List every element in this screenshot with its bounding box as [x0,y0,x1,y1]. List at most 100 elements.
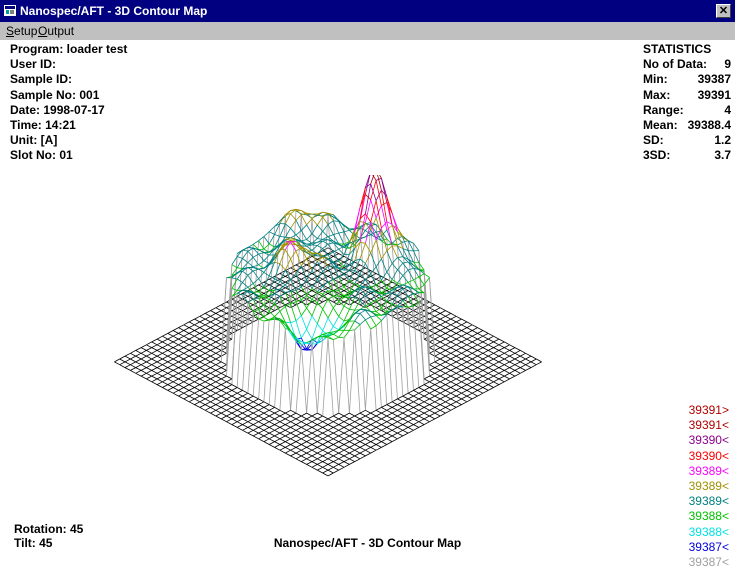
wireframe-segment [435,319,440,322]
wireframe-segment [136,368,141,371]
wireframe-segment [397,413,402,416]
wireframe-segment [216,393,221,396]
wireframe-segment [195,342,200,345]
wireframe-segment [227,376,232,379]
wireframe-segment [179,356,184,359]
wireframe-segment [499,370,504,373]
wireframe-segment [120,365,125,368]
wireframe-segment [205,319,210,322]
wireframe-segment [467,373,472,376]
wireframe-segment [237,296,242,299]
wireframe-segment [189,336,194,339]
wireframe-segment [205,350,210,353]
wireframe-segment [472,365,477,368]
wireframe-segment [397,263,402,270]
wireframe-segment [168,333,173,336]
wireframe-segment [483,368,488,371]
wireframe-segment [317,271,322,279]
wireframe-segment [232,388,237,391]
wireframe-segment [344,464,349,467]
wireframe-segment [285,425,290,428]
wireframe-segment [440,368,445,371]
wireframe-segment [397,270,402,276]
wireframe-segment [184,325,189,328]
wireframe-segment [200,356,205,359]
wireframe-segment [451,339,456,342]
wireframe-segment [430,308,435,311]
wireframe-segment [333,317,338,327]
wireframe-segment [339,430,344,433]
sample-no-label: Sample No: 001 [10,88,127,103]
wireframe-segment [168,379,173,382]
wireframe-segment [184,393,189,396]
wireframe-segment [494,359,499,362]
wireframe-segment [280,433,285,436]
wireframe-segment [317,436,322,439]
wireframe-segment [467,365,472,368]
wireframe-segment [392,422,397,425]
wireframe-segment [456,359,461,362]
wireframe-segment [430,328,435,331]
menu-setup[interactable]: Setup [6,24,37,38]
wireframe-segment [296,416,301,419]
wireframe-segment [216,405,221,408]
wireframe-segment [259,419,264,422]
wireframe-segment [323,473,328,476]
wireframe-segment [243,419,248,422]
close-button[interactable]: ✕ [716,4,731,18]
wireframe-segment [162,388,167,391]
wireframe-segment [392,405,397,408]
wireframe-segment [136,350,141,353]
wireframe-segment [264,419,269,422]
wireframe-segment [146,345,151,348]
wireframe-segment [344,450,349,453]
wireframe-segment [259,261,264,265]
wireframe-segment [312,430,317,433]
wireframe-segment [472,356,477,359]
wireframe-segment [227,379,232,382]
wireframe-segment [307,447,312,450]
menu-output[interactable]: Output [38,24,74,38]
wireframe-segment [451,399,456,402]
wireframe-segment [157,342,162,345]
wireframe-segment [430,388,435,391]
wireframe-segment [259,319,264,321]
wireframe-segment [264,319,269,402]
wireframe-segment [435,305,440,308]
wireframe-segment [467,390,472,393]
wireframe-segment [307,219,312,225]
wireframe-segment [333,467,338,470]
wireframe-segment [451,376,456,379]
wireframe-segment [189,339,194,342]
contour-map-3d[interactable] [0,175,735,520]
wireframe-segment [478,348,483,351]
wireframe-segment [387,407,392,410]
wireframe-segment [173,350,178,353]
slot-no-label: Slot No: 01 [10,148,127,163]
wireframe-segment [414,308,419,311]
wireframe-segment [200,396,205,399]
wireframe-segment [451,342,456,345]
wireframe-segment [146,353,151,356]
wireframe-segment [419,416,424,419]
wireframe-segment [259,410,264,413]
wireframe-segment [339,456,344,459]
wireframe-segment [483,373,488,376]
wireframe-segment [531,362,536,365]
wireframe-segment [440,407,445,410]
wireframe-segment [141,353,146,356]
wireframe-segment [462,368,467,371]
wireframe-segment [488,339,493,342]
wireframe-segment [435,385,440,388]
wireframe-segment [430,379,435,382]
wireframe-segment [195,402,200,405]
wireframe-segment [227,396,232,399]
wireframe-segment [344,459,349,462]
wireframe-segment [456,328,461,331]
wireframe-segment [146,342,151,345]
wireframe-segment [296,456,301,459]
wireframe-segment [360,430,365,433]
wireframe-segment [243,416,248,419]
wireframe-segment [333,427,338,430]
wireframe-segment [430,368,435,371]
